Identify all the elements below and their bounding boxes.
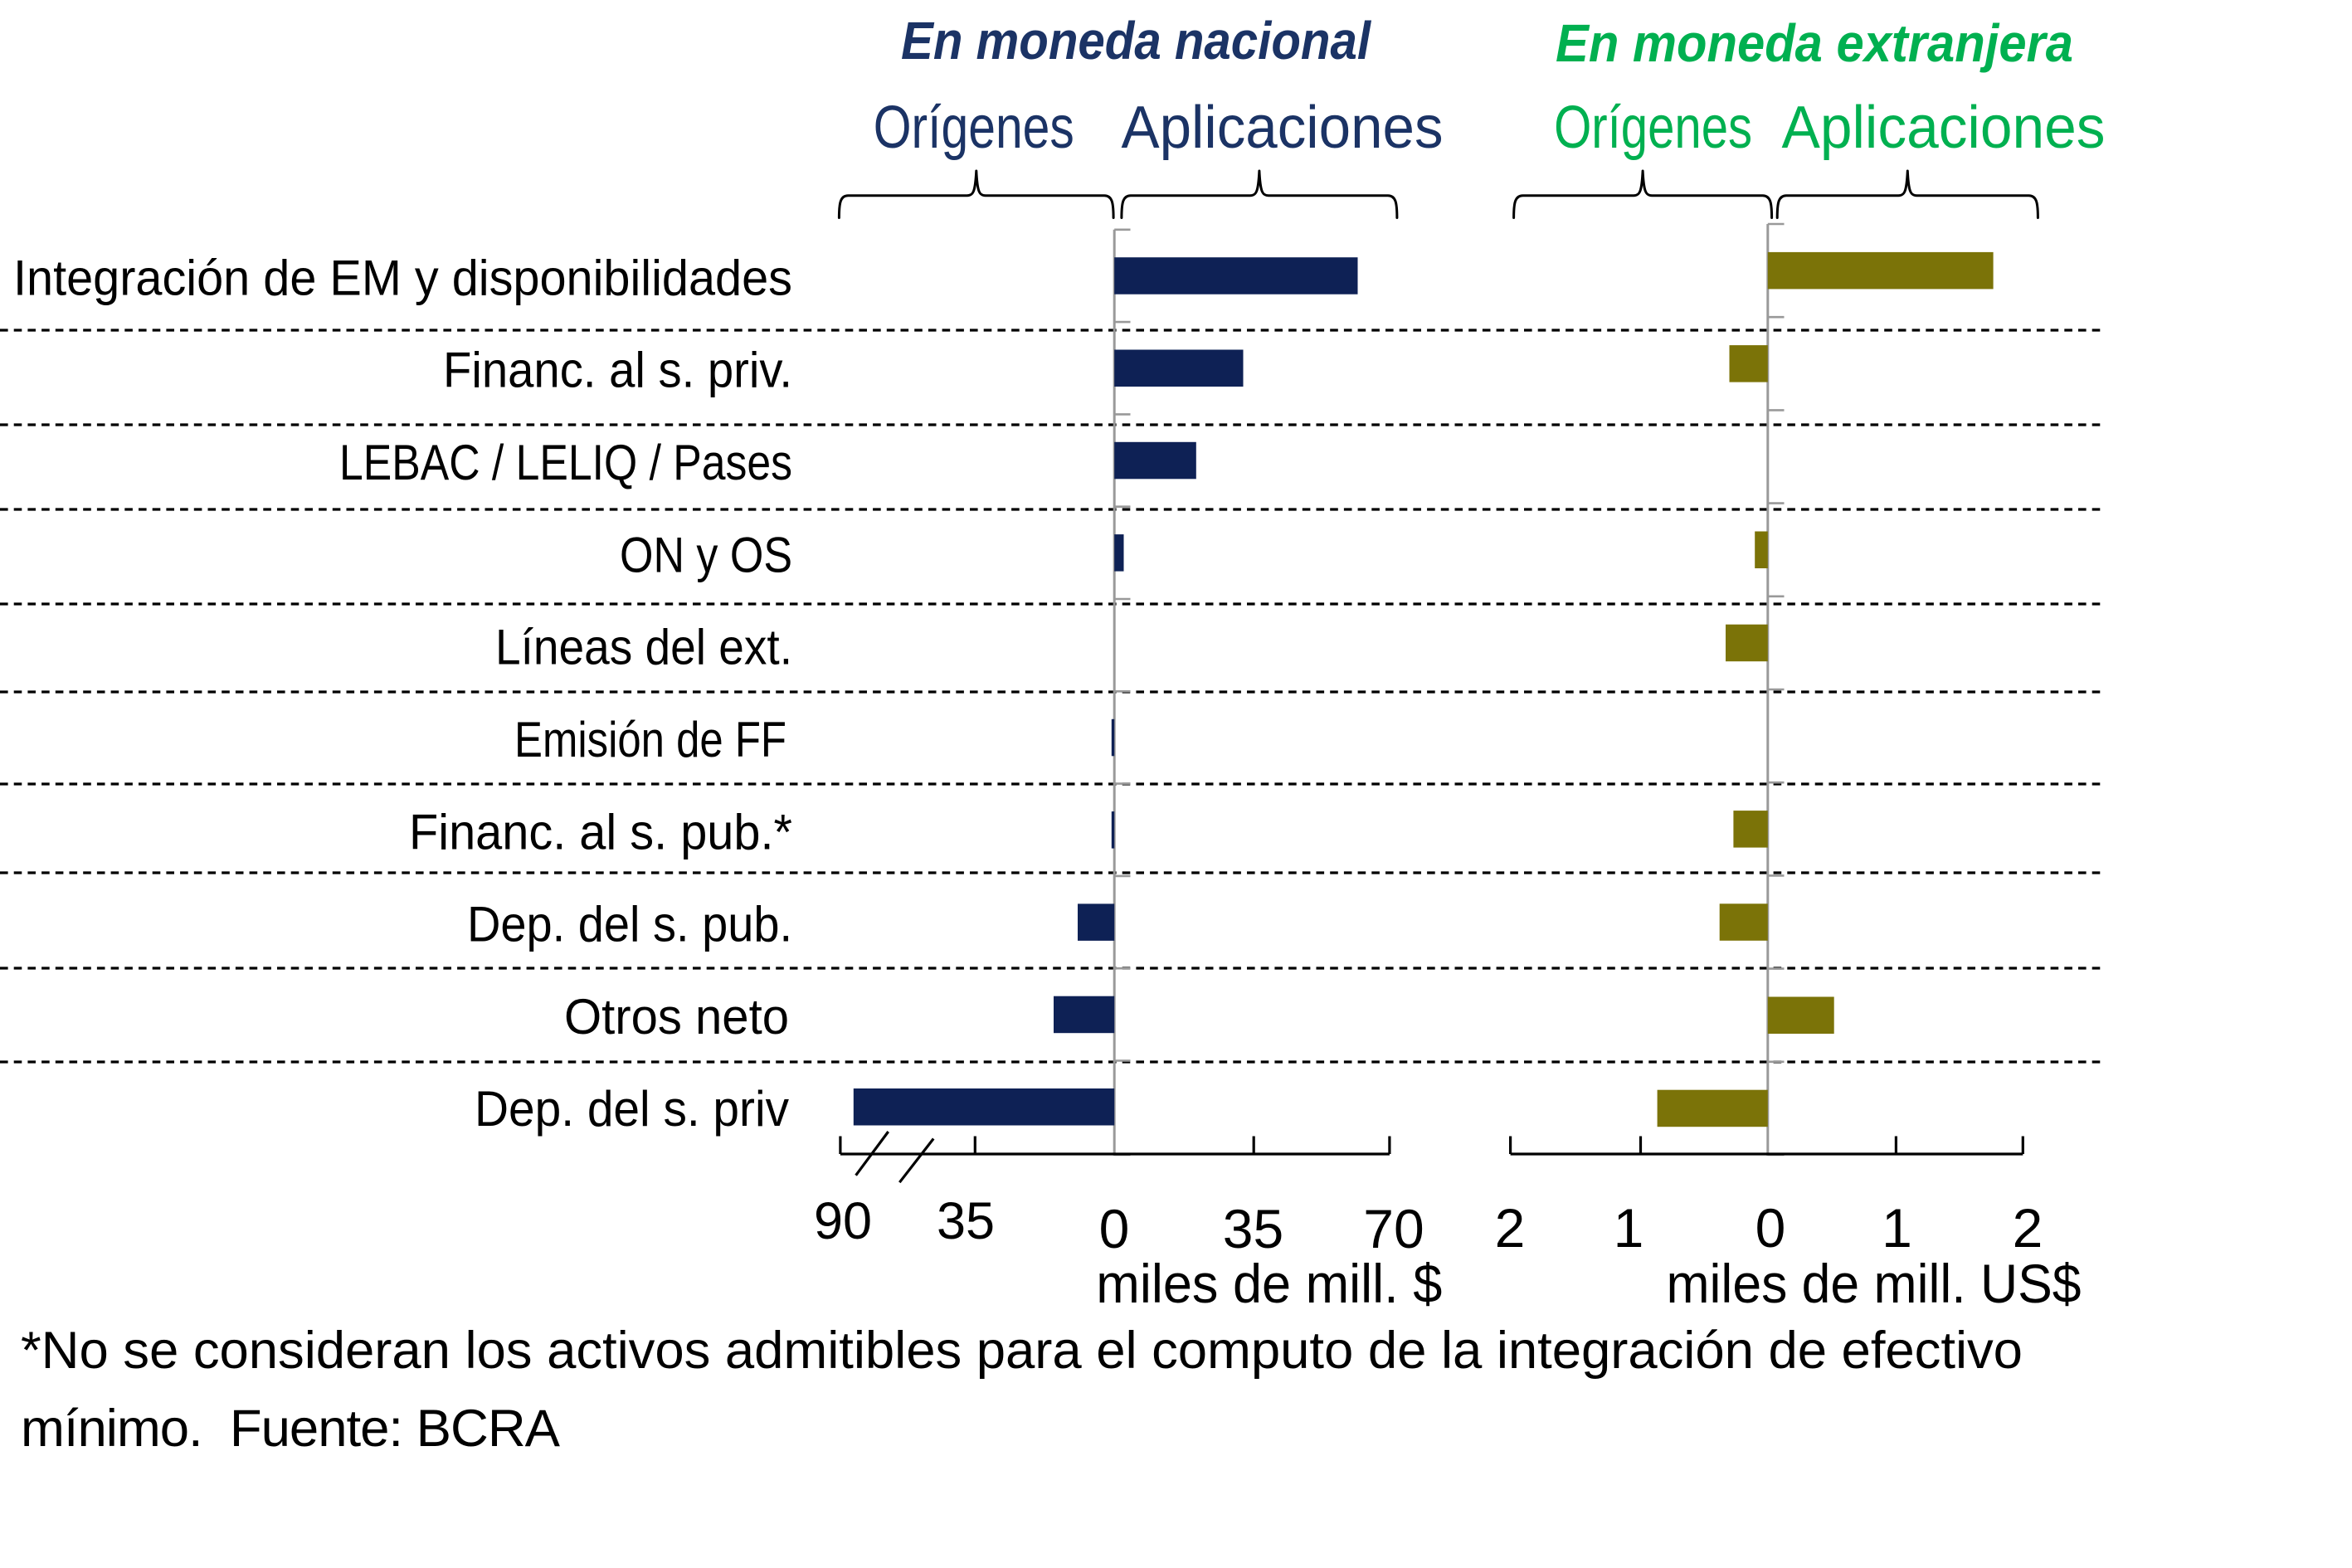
svg-text:Financ. al s. pub.*: Financ. al s. pub.*	[409, 804, 792, 859]
svg-text:70: 70	[1363, 1198, 1424, 1259]
svg-text:1: 1	[1614, 1197, 1644, 1259]
svg-text:Líneas del ext.: Líneas del ext.	[495, 620, 792, 675]
svg-text:2: 2	[2013, 1197, 2043, 1259]
svg-text:miles de mill. $: miles de mill. $	[1096, 1253, 1442, 1314]
svg-text:Aplicaciones: Aplicaciones	[1782, 95, 2106, 161]
svg-text:Dep. del s. pub.: Dep. del s. pub.	[467, 897, 792, 952]
svg-text:0: 0	[1099, 1198, 1130, 1259]
svg-text:Orígenes: Orígenes	[874, 95, 1074, 161]
svg-text:35: 35	[1223, 1198, 1283, 1259]
svg-text:mínimo. Fuente: BCRA: mínimo. Fuente: BCRA	[21, 1400, 561, 1458]
svg-text:En moneda extranjera: En moneda extranjera	[1556, 13, 2073, 73]
svg-text:Financ. al s. priv.: Financ. al s. priv.	[443, 343, 792, 398]
svg-text:*No se consideran los activos: *No se consideran los activos admitibles…	[21, 1322, 2023, 1380]
svg-text:LEBAC / LELIQ / Pases: LEBAC / LELIQ / Pases	[339, 435, 792, 490]
svg-text:0: 0	[1755, 1197, 1786, 1259]
svg-text:ON y OS: ON y OS	[620, 527, 792, 582]
svg-text:Emisión de FF: Emisión de FF	[514, 712, 786, 767]
svg-text:Dep. del s. priv: Dep. del s. priv	[475, 1081, 789, 1137]
svg-text:Aplicaciones: Aplicaciones	[1122, 95, 1444, 161]
svg-text:90: 90	[814, 1192, 872, 1250]
svg-text:Integración de EM y disponibil: Integración de EM y disponibilidades	[13, 250, 792, 305]
svg-text:Orígenes: Orígenes	[1554, 95, 1752, 161]
svg-text:En moneda nacional: En moneda nacional	[901, 11, 1371, 71]
svg-text:1: 1	[1882, 1197, 1912, 1259]
svg-text:Otros neto: Otros neto	[564, 989, 789, 1045]
svg-text:2: 2	[1495, 1197, 1526, 1259]
svg-text:35: 35	[937, 1192, 995, 1250]
svg-text:miles de mill. US$: miles de mill. US$	[1667, 1253, 2082, 1314]
